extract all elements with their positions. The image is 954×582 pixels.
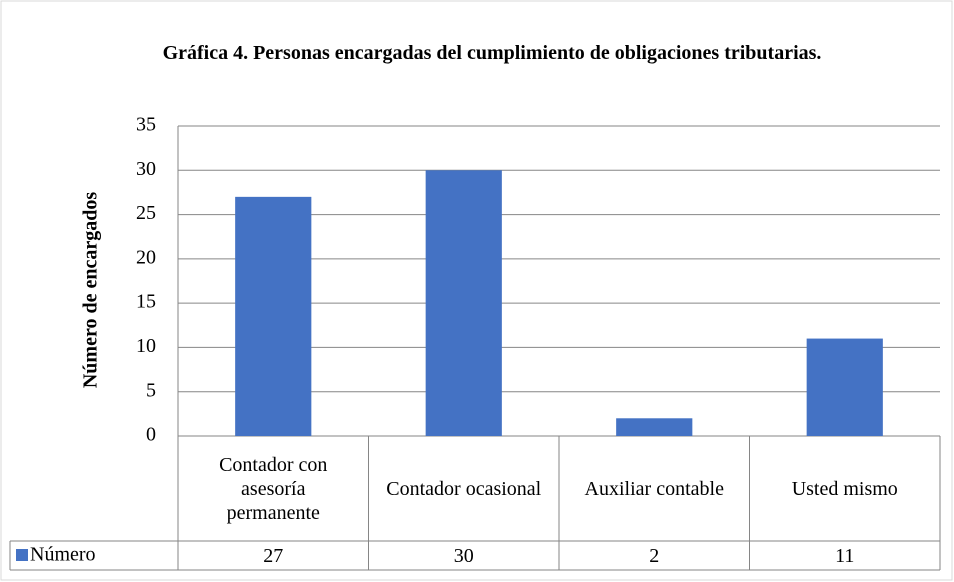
table-value: 11 <box>835 544 855 567</box>
table-value: 27 <box>263 544 284 567</box>
y-tick-label: 35 <box>136 114 156 136</box>
bar <box>425 170 502 437</box>
y-axis-label: Número de encargados <box>80 192 102 388</box>
y-tick-label: 25 <box>136 202 156 224</box>
y-tick-label: 30 <box>136 158 156 180</box>
y-tick-label: 20 <box>136 246 156 268</box>
legend-swatch <box>16 549 28 561</box>
y-tick-label: 5 <box>146 379 156 401</box>
x-tick-label: Usted mismo <box>791 477 898 500</box>
y-tick-label: 10 <box>136 335 156 357</box>
y-tick-label: 15 <box>136 291 156 313</box>
x-tick-label: Contador ocasional <box>386 477 542 500</box>
bar <box>806 338 883 436</box>
y-tick-label: 0 <box>146 424 156 446</box>
x-tick-label: Contador con asesoría permanente <box>219 453 328 524</box>
bar <box>616 418 693 436</box>
table-value: 30 <box>453 544 474 567</box>
bar <box>235 196 312 436</box>
x-tick-label: Auxiliar contable <box>584 477 724 500</box>
table-value: 2 <box>649 544 660 567</box>
chart-title: Gráfica 4. Personas encargadas del cumpl… <box>162 42 822 64</box>
legend-label: Número <box>30 544 96 566</box>
